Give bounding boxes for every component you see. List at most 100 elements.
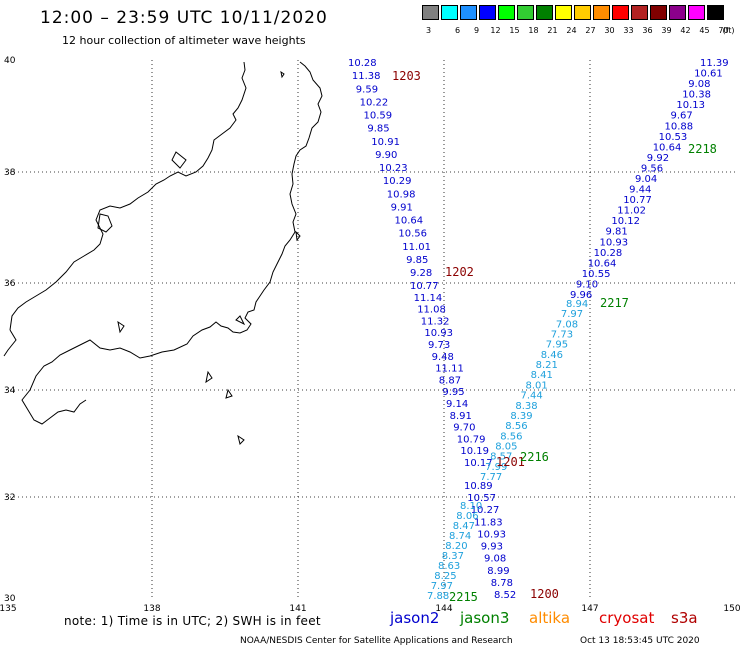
- swh-value-2217: 8.56: [505, 421, 527, 432]
- pass-label-1203: 1203: [392, 69, 421, 83]
- legend-s3a: s3a: [671, 609, 698, 627]
- swh-value-2218: 9.67: [671, 111, 693, 122]
- swh-value-2218: 9.44: [629, 185, 651, 196]
- swh-value-1202: 11.14: [414, 293, 443, 304]
- swh-value-2217: 8.46: [541, 350, 563, 361]
- scale-label: 30: [604, 26, 615, 35]
- lat-label: 40: [4, 56, 16, 66]
- swh-value-2217: 7.44: [521, 391, 543, 402]
- scale-swatch: [669, 5, 686, 20]
- swh-value-2218: 10.12: [611, 216, 640, 227]
- lon-label: 141: [289, 604, 306, 614]
- swh-value-2217: 7.95: [546, 340, 568, 351]
- swh-value-2218: 10.53: [659, 132, 688, 143]
- swh-value-1202: 10.17: [464, 458, 493, 469]
- swh-value-2217: 8.94: [566, 299, 588, 310]
- scale-label: 12: [490, 26, 501, 35]
- swh-value-1202: 11.08: [417, 305, 446, 316]
- swh-value-2218: 11.02: [617, 206, 646, 217]
- scale-label: 15: [509, 26, 520, 35]
- pass-label-1200: 1200: [530, 587, 559, 601]
- swh-value-1201: 8.52: [494, 590, 516, 601]
- lat-lon-grid: [6, 60, 735, 598]
- swh-value-1203: 10.22: [360, 97, 389, 108]
- swh-value-1202: 8.87: [439, 375, 461, 386]
- swh-value-1202: 9.14: [446, 399, 468, 410]
- swh-value-1203: 11.38: [352, 71, 381, 82]
- swh-value-2217: 8.56: [500, 431, 522, 442]
- map-subtitle: 12 hour collection of altimeter wave hei…: [62, 34, 306, 47]
- swh-value-1201: 11.83: [474, 517, 503, 528]
- swh-value-2216: 8.37: [442, 551, 464, 562]
- swh-value-2217: 8.38: [515, 401, 537, 412]
- swh-value-1203: 9.90: [375, 150, 397, 161]
- scale-swatch: [650, 5, 667, 20]
- swh-value-2218: 10.38: [682, 90, 711, 101]
- swh-value-2217: 7.97: [561, 309, 583, 320]
- lon-label: 138: [143, 604, 160, 614]
- swh-value-2218: 9.96: [570, 290, 592, 301]
- swh-value-2216: 8.47: [453, 521, 475, 532]
- swh-value-1202: 10.79: [457, 434, 486, 445]
- scale-swatch: [498, 5, 515, 20]
- lon-label: 144: [435, 604, 452, 614]
- swh-value-1202: 8.91: [450, 411, 472, 422]
- swh-value-1203: 10.59: [364, 111, 393, 122]
- lon-label: 150: [723, 604, 740, 614]
- swh-value-2218: 10.64: [588, 258, 617, 269]
- legend-altika: altika: [529, 609, 571, 627]
- swh-value-1202: 9.73: [428, 340, 450, 351]
- legend-jason2: jason2: [390, 609, 440, 627]
- legend-jason3: jason3: [460, 609, 510, 627]
- legend-cryosat: cryosat: [599, 609, 655, 627]
- swh-value-2216: 7.97: [431, 581, 453, 592]
- swh-value-1201: 8.99: [487, 566, 509, 577]
- scale-label: 33: [623, 26, 634, 35]
- swh-value-2218: 10.61: [694, 69, 723, 80]
- lon-label: 135: [0, 604, 17, 614]
- latitude-tick-labels: 40 38 36 34 32 30: [4, 56, 16, 604]
- swh-value-2216: 8.20: [445, 541, 467, 552]
- swh-value-2218: 9.92: [647, 153, 669, 164]
- swh-value-1203: 9.85: [367, 124, 389, 135]
- scale-swatch: [688, 5, 705, 20]
- scale-label: 18: [528, 26, 539, 35]
- coastline-japan: [3, 61, 323, 445]
- scale-swatch: [593, 5, 610, 20]
- scale-unit: (ft): [722, 26, 735, 35]
- swh-value-2217: 7.77: [480, 472, 502, 483]
- swh-value-1203: 11.01: [402, 242, 431, 253]
- scale-label: 39: [661, 26, 672, 35]
- swh-value-2218: 11.39: [700, 58, 729, 69]
- swh-value-2217: 7.73: [551, 330, 573, 341]
- scale-label: 9: [473, 26, 480, 35]
- map-title: 12:00 – 23:59 UTC 10/11/2020: [40, 8, 328, 28]
- scale-label: 70: [718, 26, 729, 35]
- pass-label-2218: 2218: [688, 142, 717, 156]
- swh-value-2218: 10.88: [665, 121, 694, 132]
- scale-swatch: [460, 5, 477, 20]
- swh-value-2218: 10.77: [623, 195, 652, 206]
- scale-label: 3: [425, 26, 432, 35]
- pass-label-1202: 1202: [445, 265, 474, 279]
- swh-value-2216: 8.63: [438, 561, 460, 572]
- swh-value-2218: 9.08: [688, 79, 710, 90]
- scale-label: 6: [454, 26, 461, 35]
- swh-value-2216: 8.06: [456, 511, 478, 522]
- pass-label-2215: 2215: [449, 590, 478, 604]
- swh-value-2217: 8.01: [526, 380, 548, 391]
- swh-value-1203: 10.98: [387, 189, 416, 200]
- scale-swatch: [707, 5, 724, 20]
- pass-label-2216: 2216: [520, 450, 549, 464]
- lon-label: 147: [581, 604, 598, 614]
- footnote: note: 1) Time is in UTC; 2) SWH is in fe…: [64, 614, 321, 628]
- swh-value-1203: 9.28: [410, 268, 432, 279]
- lat-label: 34: [4, 386, 16, 396]
- scale-swatch: [536, 5, 553, 20]
- scale-swatch: [631, 5, 648, 20]
- swh-value-1203: 9.59: [356, 84, 378, 95]
- swh-value-2218: 10.28: [594, 248, 623, 259]
- scale-swatch: [517, 5, 534, 20]
- swh-value-1202: 10.19: [460, 446, 489, 457]
